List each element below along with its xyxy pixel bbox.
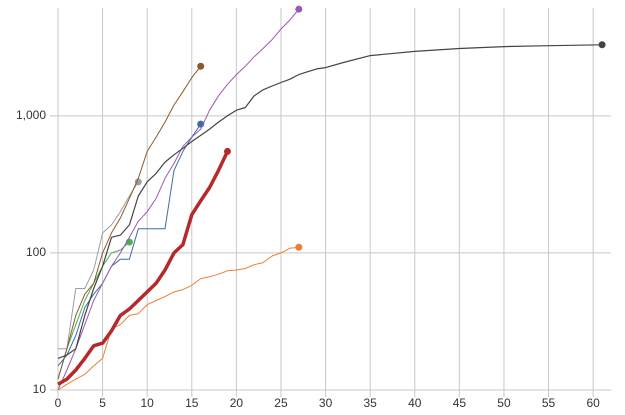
x-tick-label: 55 [542, 396, 556, 410]
x-tick-label: 15 [185, 396, 199, 410]
x-tick-label: 10 [141, 396, 155, 410]
series-line [57, 8, 300, 391]
series-line [57, 246, 299, 391]
series-line [57, 44, 603, 359]
x-tick-label: 60 [586, 396, 600, 410]
end-marker [295, 5, 303, 13]
x-tick-label: 20 [230, 396, 244, 410]
y-tick-label: 100 [26, 245, 46, 259]
end-marker [197, 62, 205, 70]
series-line [57, 65, 202, 380]
series-line [58, 181, 139, 350]
x-tick-label: 50 [497, 396, 511, 410]
y-tick-label: 10 [33, 382, 47, 396]
series-line [57, 241, 130, 380]
x-tick-label: 45 [453, 396, 467, 410]
end-marker [598, 41, 606, 49]
x-tick-label: 40 [408, 396, 422, 410]
x-tick-label: 25 [274, 396, 288, 410]
end-marker [223, 147, 231, 155]
end-marker [295, 243, 303, 251]
x-tick-label: 5 [99, 396, 106, 410]
series-line [57, 123, 202, 367]
end-marker [134, 178, 142, 186]
series-line [57, 150, 230, 386]
x-tick-label: 0 [55, 396, 62, 410]
x-tick-label: 30 [319, 396, 333, 410]
y-tick-label: 1,000 [16, 108, 46, 122]
x-tick-label: 35 [363, 396, 377, 410]
